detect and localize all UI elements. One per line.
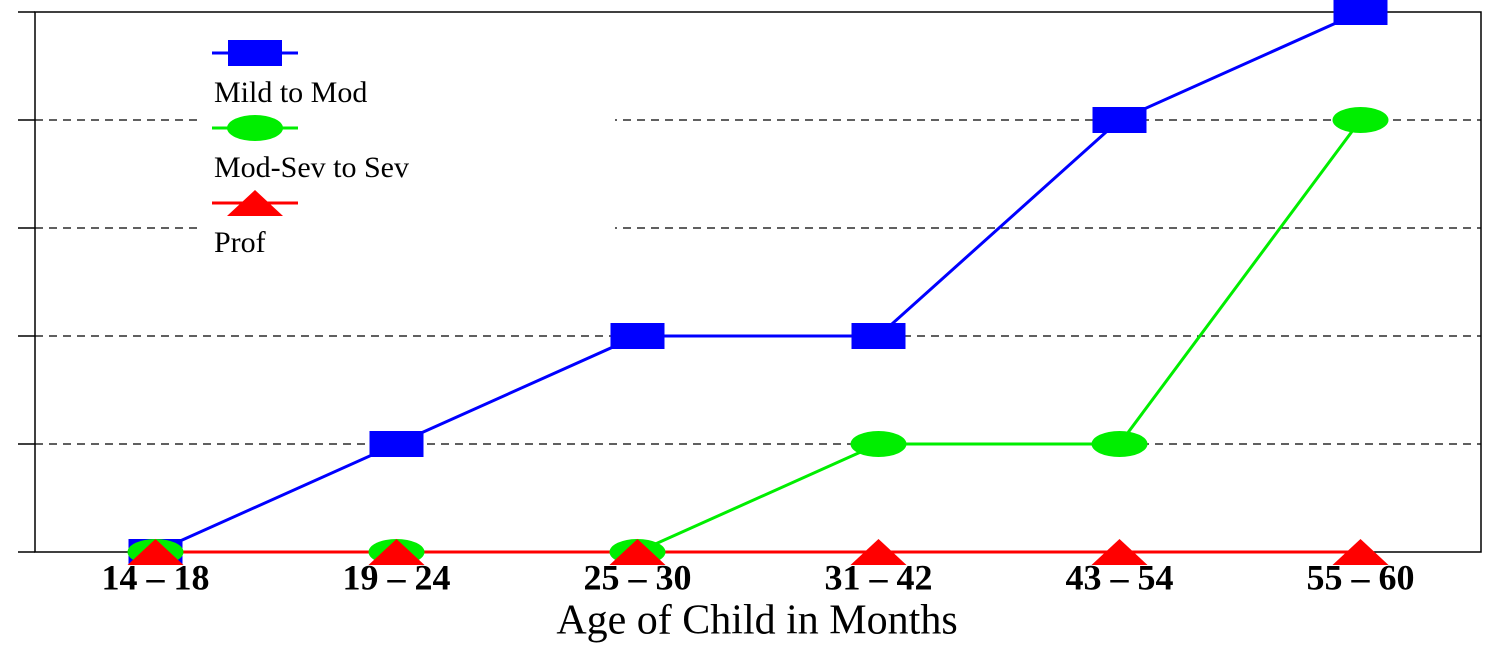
data-point: [127, 539, 184, 565]
x-axis-label: Age of Child in Months: [556, 598, 957, 644]
x-tick-label: 31 – 42: [825, 557, 933, 597]
data-point: [1091, 539, 1148, 565]
legend-marker: [227, 115, 283, 141]
data-point: [1332, 107, 1389, 133]
legend-marker: [228, 40, 282, 66]
data-point: [851, 323, 906, 349]
x-tick-label: 14 – 18: [102, 557, 210, 597]
x-tick-label: 55 – 60: [1307, 557, 1415, 597]
data-point: [1332, 539, 1389, 565]
data-point: [1333, 0, 1388, 25]
legend-marker: [227, 190, 283, 216]
data-point: [369, 431, 424, 457]
legend-box: [200, 28, 615, 268]
series-line: [154, 10, 1362, 554]
data-point: [850, 539, 907, 565]
data-point: [609, 539, 666, 565]
data-point: [368, 539, 425, 565]
legend-label: Mild to Mod: [214, 76, 367, 109]
data-point: [610, 323, 665, 349]
x-tick-label: 25 – 30: [584, 557, 692, 597]
data-point: [1092, 107, 1147, 133]
data-point: [1091, 431, 1148, 457]
x-tick-label: 19 – 24: [343, 557, 451, 597]
data-point: [850, 431, 907, 457]
legend-label: Mod-Sev to Sev: [214, 151, 409, 184]
x-tick-label: 43 – 54: [1066, 557, 1174, 597]
legend-label: Prof: [214, 226, 266, 259]
